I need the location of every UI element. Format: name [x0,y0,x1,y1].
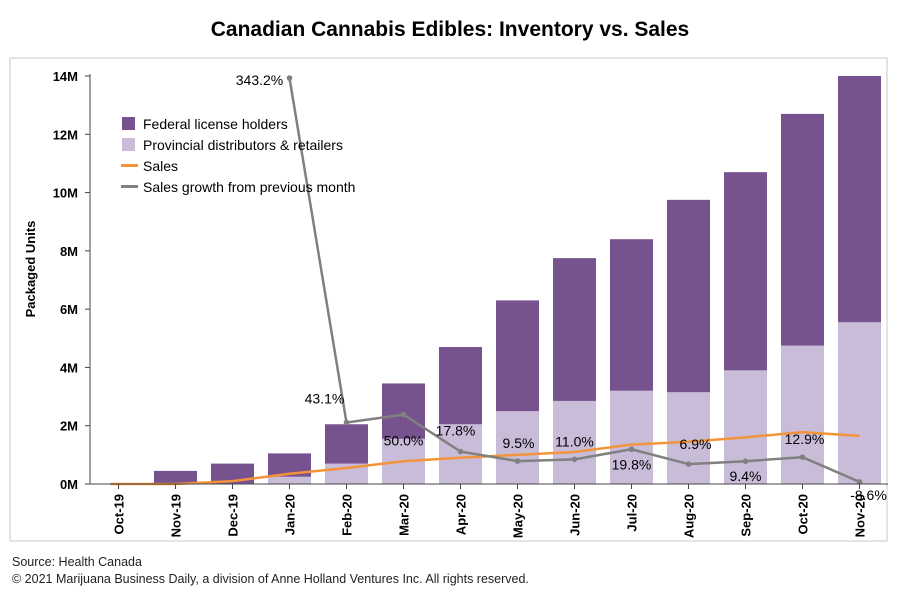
data-labels-layer: 343.2% 43.1% 50.0% 17.8% 9.5% 11.0% 19.8% 6.9% 9… [236,72,887,503]
bar-federal-apr-20 [439,347,482,425]
legend-label: Sales growth from previous month [143,179,355,195]
x-tick-label: Oct-20 [796,494,811,534]
legend-label: Federal license holders [143,116,288,132]
y-tick-label: 8M [60,244,78,259]
bar-federal-jul-20 [610,239,653,391]
y-tick-label: 12M [53,127,78,142]
growth-point-may-20 [514,458,521,464]
source-note: Source: Health Canada [12,555,142,569]
bar-federal-aug-20 [667,199,710,393]
growth-label-oct-20: 12.9% [785,431,825,447]
growth-label-nov-20: -8.6% [850,487,887,503]
bar-provincial-jul-20 [610,390,653,484]
legend-swatch [122,117,135,130]
x-tick-label: Jan-20 [283,494,298,535]
x-tick-label: May-20 [511,494,526,538]
growth-label-aug-20: 6.9% [680,436,712,452]
growth-point-apr-20 [457,448,464,455]
y-axis-label: Packaged Units [23,221,38,318]
y-tick-label: 6M [60,302,78,317]
growth-label-feb-20: 43.1% [305,391,345,407]
growth-label-apr-20: 17.8% [436,423,476,439]
legend-label: Provincial distributors & retailers [143,137,343,153]
y-tick-label: 4M [60,360,78,375]
legend-label: Sales [143,158,178,174]
growth-label-mar-20: 50.0% [384,433,424,449]
y-tick-label: 14M [53,69,78,84]
x-tick-label: Oct-19 [112,494,127,534]
growth-point-aug-20 [685,461,692,467]
growth-label-jun-20: 11.0% [555,433,594,449]
bar-provincial-sep-20 [724,370,767,484]
x-tick-label: Sep-20 [739,494,754,537]
bar-federal-jan-20 [268,453,311,477]
bar-provincial-aug-20 [667,392,710,484]
legend-swatch [122,138,135,151]
growth-label-jan-20: 343.2% [236,72,283,88]
growth-label-jul-20: 19.8% [612,456,652,472]
growth-point-mar-20 [400,411,407,418]
x-tick-label: Apr-20 [454,494,469,535]
x-tick-label: Dec-19 [226,494,241,537]
x-tick-label: Jun-20 [568,494,583,536]
bar-federal-sep-20 [724,172,767,371]
bar-federal-jun-20 [553,258,596,401]
lines-layer [110,75,863,486]
bar-federal-nov-20 [838,76,881,323]
growth-point-sep-20 [742,458,749,465]
growth-point-oct-20 [799,454,806,460]
bar-provincial-jun-20 [553,400,596,484]
growth-point-nov-20 [856,479,863,485]
bar-provincial-oct-20 [781,345,824,484]
legend: Federal license holders Provincial distri… [121,116,355,195]
x-tick-label: Mar-20 [397,494,412,536]
bar-federal-nov-19 [154,470,197,484]
growth-label-sep-20: 9.4% [730,468,762,484]
growth-point-jul-20 [628,446,635,453]
bars-layer [154,76,881,484]
x-tick-label: Nov-19 [169,494,184,537]
chart-title: Canadian Cannabis Edibles: Inventory vs.… [210,18,690,41]
x-axis: Oct-19 Nov-19 Dec-19 Jan-20 Feb-20 Mar-20 Apr-… [90,483,888,538]
growth-point-jan-20 [286,75,293,81]
copyright-note: © 2021 Marijuana Business Daily, a divis… [12,572,529,586]
bar-provincial-nov-20 [838,322,881,484]
x-tick-label: Feb-20 [340,494,355,536]
growth-point-jun-20 [571,456,578,463]
x-tick-label: Jul-20 [625,494,640,532]
y-tick-label: 10M [53,186,78,201]
growth-point-feb-20 [343,419,350,426]
x-tick-label: Aug-20 [682,494,697,538]
y-axis: 0M 2M 4M 6M 8M 10M 12M 14M [53,69,91,492]
x-tick-label: Nov-20 [853,494,868,537]
bar-federal-mar-20 [382,383,425,439]
growth-label-may-20: 9.5% [503,435,535,451]
bar-federal-feb-20 [325,424,368,464]
bar-federal-oct-20 [781,113,824,346]
bar-provincial-jan-20 [268,476,311,484]
bar-federal-may-20 [496,300,539,412]
y-tick-label: 2M [60,419,78,434]
bar-provincial-may-20 [496,411,539,484]
plot-area-border [9,57,888,542]
y-tick-label: 0M [60,477,78,492]
